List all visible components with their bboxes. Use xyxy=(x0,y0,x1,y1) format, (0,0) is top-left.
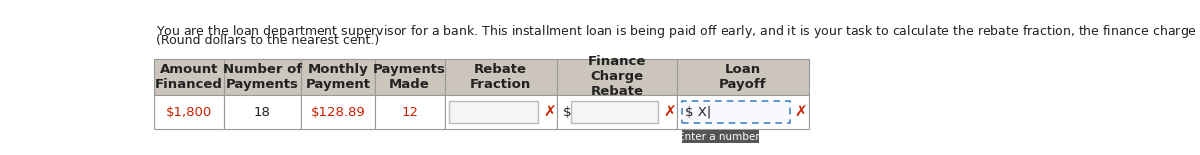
Text: You are the loan department supervisor for a bank. This installment loan is bein: You are the loan department supervisor f… xyxy=(156,23,1200,40)
Bar xyxy=(677,95,809,129)
Bar xyxy=(223,95,301,129)
Bar xyxy=(301,95,374,129)
Text: ✗: ✗ xyxy=(542,105,556,120)
Text: ✗: ✗ xyxy=(662,105,676,120)
Text: Rebate
Fraction: Rebate Fraction xyxy=(470,63,532,91)
Bar xyxy=(301,59,374,95)
Bar xyxy=(682,130,760,143)
Text: $128.89: $128.89 xyxy=(311,106,365,119)
Text: Enter a number.: Enter a number. xyxy=(678,132,762,142)
Bar xyxy=(374,59,444,95)
Bar xyxy=(571,101,659,123)
Text: 12: 12 xyxy=(401,106,418,119)
Bar xyxy=(449,101,539,123)
Text: Loan
Payoff: Loan Payoff xyxy=(719,63,767,91)
Text: Amount
Financed: Amount Financed xyxy=(155,63,223,91)
Bar xyxy=(444,59,557,95)
Text: Finance
Charge
Rebate: Finance Charge Rebate xyxy=(588,55,646,98)
Bar xyxy=(677,59,809,95)
Text: 18: 18 xyxy=(254,106,271,119)
Text: (Round dollars to the nearest cent.): (Round dollars to the nearest cent.) xyxy=(156,34,379,47)
Text: Number of
Payments: Number of Payments xyxy=(223,63,302,91)
Bar xyxy=(154,95,223,129)
Text: Monthly
Payment: Monthly Payment xyxy=(306,63,371,91)
Bar xyxy=(682,101,790,123)
Text: $: $ xyxy=(563,106,571,119)
Text: Payments
Made: Payments Made xyxy=(373,63,446,91)
Bar xyxy=(374,95,444,129)
Text: $1,800: $1,800 xyxy=(166,106,212,119)
Text: $ X|: $ X| xyxy=(685,106,710,119)
Bar xyxy=(557,59,677,95)
Bar xyxy=(223,59,301,95)
Bar xyxy=(444,95,557,129)
Text: ✗: ✗ xyxy=(794,105,808,120)
Bar xyxy=(557,95,677,129)
Bar xyxy=(154,59,223,95)
